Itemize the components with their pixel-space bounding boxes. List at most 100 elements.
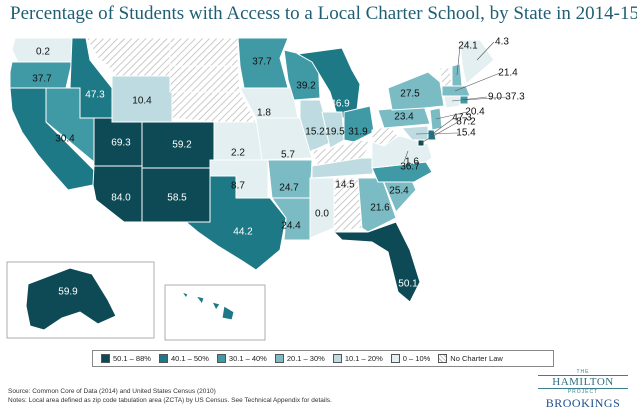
state-value-ca: 45.8 — [19, 162, 39, 173]
state-value-ny: 27.5 — [400, 89, 420, 100]
map-legend: 50.1 – 88% 40.1 – 50% 30.1 – 40% 20.1 – 30%… — [92, 350, 554, 367]
logo-project: PROJECT — [567, 389, 599, 395]
state-value-il: 15.2 — [305, 127, 325, 138]
state-oh — [343, 105, 375, 143]
state-hi — [180, 291, 235, 321]
state-ma — [441, 85, 471, 97]
state-mo — [255, 117, 313, 161]
state-fl — [332, 221, 421, 303]
state-value-ri: 37.3 — [505, 92, 525, 103]
legend-swatch — [332, 354, 342, 363]
state-value-wy: 10.4 — [132, 96, 152, 107]
map-title: Percentage of Students with Access to a … — [10, 3, 637, 24]
legend-label: 50.1 – 88% — [113, 354, 151, 363]
state-tx — [184, 175, 287, 271]
state-value-ia: 1.8 — [257, 108, 271, 119]
state-ny — [387, 71, 445, 111]
alaska-inset-frame — [6, 261, 155, 339]
state-value-me: 4.3 — [495, 37, 509, 48]
state-value-ma: 21.4 — [498, 68, 518, 79]
leader-line-md — [415, 132, 459, 135]
leader-line-ri — [463, 96, 508, 101]
hamilton-brookings-logo: THE HAMILTON PROJECT BROOKINGS — [538, 369, 628, 411]
state-value-or: 37.7 — [32, 74, 52, 85]
logo-hamilton: HAMILTON — [538, 375, 628, 389]
state-ak — [25, 267, 117, 331]
legend-item: 20.1 – 30% — [274, 354, 325, 363]
state-value-ks: 2.2 — [231, 148, 245, 159]
legend-swatch — [158, 354, 168, 363]
state-il — [299, 99, 333, 153]
state-value-co: 59.2 — [172, 140, 192, 151]
state-value-nm: 58.5 — [167, 193, 187, 204]
legend-label: 30.1 – 40% — [228, 354, 267, 363]
state-sd — [169, 65, 241, 93]
state-value-la: 24.4 — [281, 221, 301, 232]
legend-swatch — [438, 354, 448, 363]
legend-item: 10.1 – 20% — [332, 354, 383, 363]
legend-swatch — [274, 354, 284, 363]
leader-line-nj — [435, 111, 468, 120]
legend-swatch — [101, 354, 110, 363]
legend-label: 10.1 – 20% — [344, 354, 383, 363]
state-value-ak: 59.9 — [58, 287, 78, 298]
state-value-ms: 0.0 — [315, 209, 329, 220]
state-value-va: 1.6 — [405, 157, 419, 168]
source-note: Source: Common Core of Data (2014) and U… — [8, 387, 332, 405]
state-value-wi: 39.2 — [296, 81, 316, 92]
state-value-mn: 37.7 — [252, 57, 272, 68]
state-value-id: 47.3 — [85, 90, 105, 101]
state-value-tx: 44.2 — [233, 227, 253, 238]
leader-line-dc — [420, 121, 459, 144]
state-value-fl: 50.1 — [398, 279, 418, 290]
state-value-nh: 24.1 — [458, 41, 478, 52]
state-ne — [171, 91, 257, 123]
state-value-ar: 24.7 — [279, 183, 299, 194]
state-value-ct: 9.0 — [488, 92, 502, 103]
logo-the: THE — [576, 369, 590, 375]
legend-label: 0 – 10% — [402, 354, 431, 363]
state-value-de: 47.3 — [452, 113, 472, 124]
state-value-ga: 21.6 — [370, 203, 390, 214]
legend-swatch — [216, 354, 226, 363]
legend-label: No Charter Law — [450, 354, 503, 363]
leader-line-nh — [456, 45, 461, 76]
state-value-nj: 20.4 — [465, 107, 485, 118]
legend-item: 0 – 10% — [390, 354, 431, 363]
state-value-pa: 23.4 — [394, 112, 414, 123]
state-value-wa: 0.2 — [36, 47, 50, 58]
legend-item: No Charter Law — [438, 354, 503, 363]
state-value-in: 19.5 — [325, 127, 345, 138]
leader-line-me — [476, 41, 495, 61]
state-value-tn: 14.5 — [335, 180, 355, 191]
legend-label: 20.1 – 30% — [286, 354, 325, 363]
logo-brookings: BROOKINGS — [545, 396, 621, 410]
leader-line-ma — [454, 72, 501, 92]
state-value-nv: 30.4 — [55, 134, 75, 145]
state-value-ok: 8.7 — [231, 181, 245, 192]
legend-item: 30.1 – 40% — [216, 354, 267, 363]
state-vt — [439, 67, 453, 87]
state-nv — [45, 87, 95, 164]
state-az — [92, 165, 143, 223]
leader-line-de — [430, 117, 455, 136]
state-value-nc: 36.7 — [400, 162, 420, 173]
state-md — [400, 125, 429, 141]
notes-line: Notes: Local area defined as zip code ta… — [8, 397, 332, 404]
state-value-az: 84.0 — [111, 193, 131, 204]
legend-item: 50.1 – 88% — [101, 354, 151, 363]
state-value-mi: 46.9 — [330, 99, 350, 110]
state-la — [271, 197, 311, 241]
state-value-dc: 87.2 — [456, 117, 476, 128]
state-value-oh: 31.9 — [348, 127, 368, 138]
legend-item: 40.1 – 50% — [158, 354, 209, 363]
legend-swatch — [390, 354, 400, 363]
state-value-mo: 5.7 — [281, 150, 295, 161]
state-value-hi: 43.5 — [203, 315, 223, 326]
leader-line-ct — [451, 96, 488, 102]
state-value-ut: 69.3 — [111, 138, 131, 149]
leader-line-va — [403, 150, 409, 163]
source-line: Source: Common Core of Data (2014) and U… — [8, 388, 216, 395]
state-value-sc: 25.4 — [389, 186, 409, 197]
